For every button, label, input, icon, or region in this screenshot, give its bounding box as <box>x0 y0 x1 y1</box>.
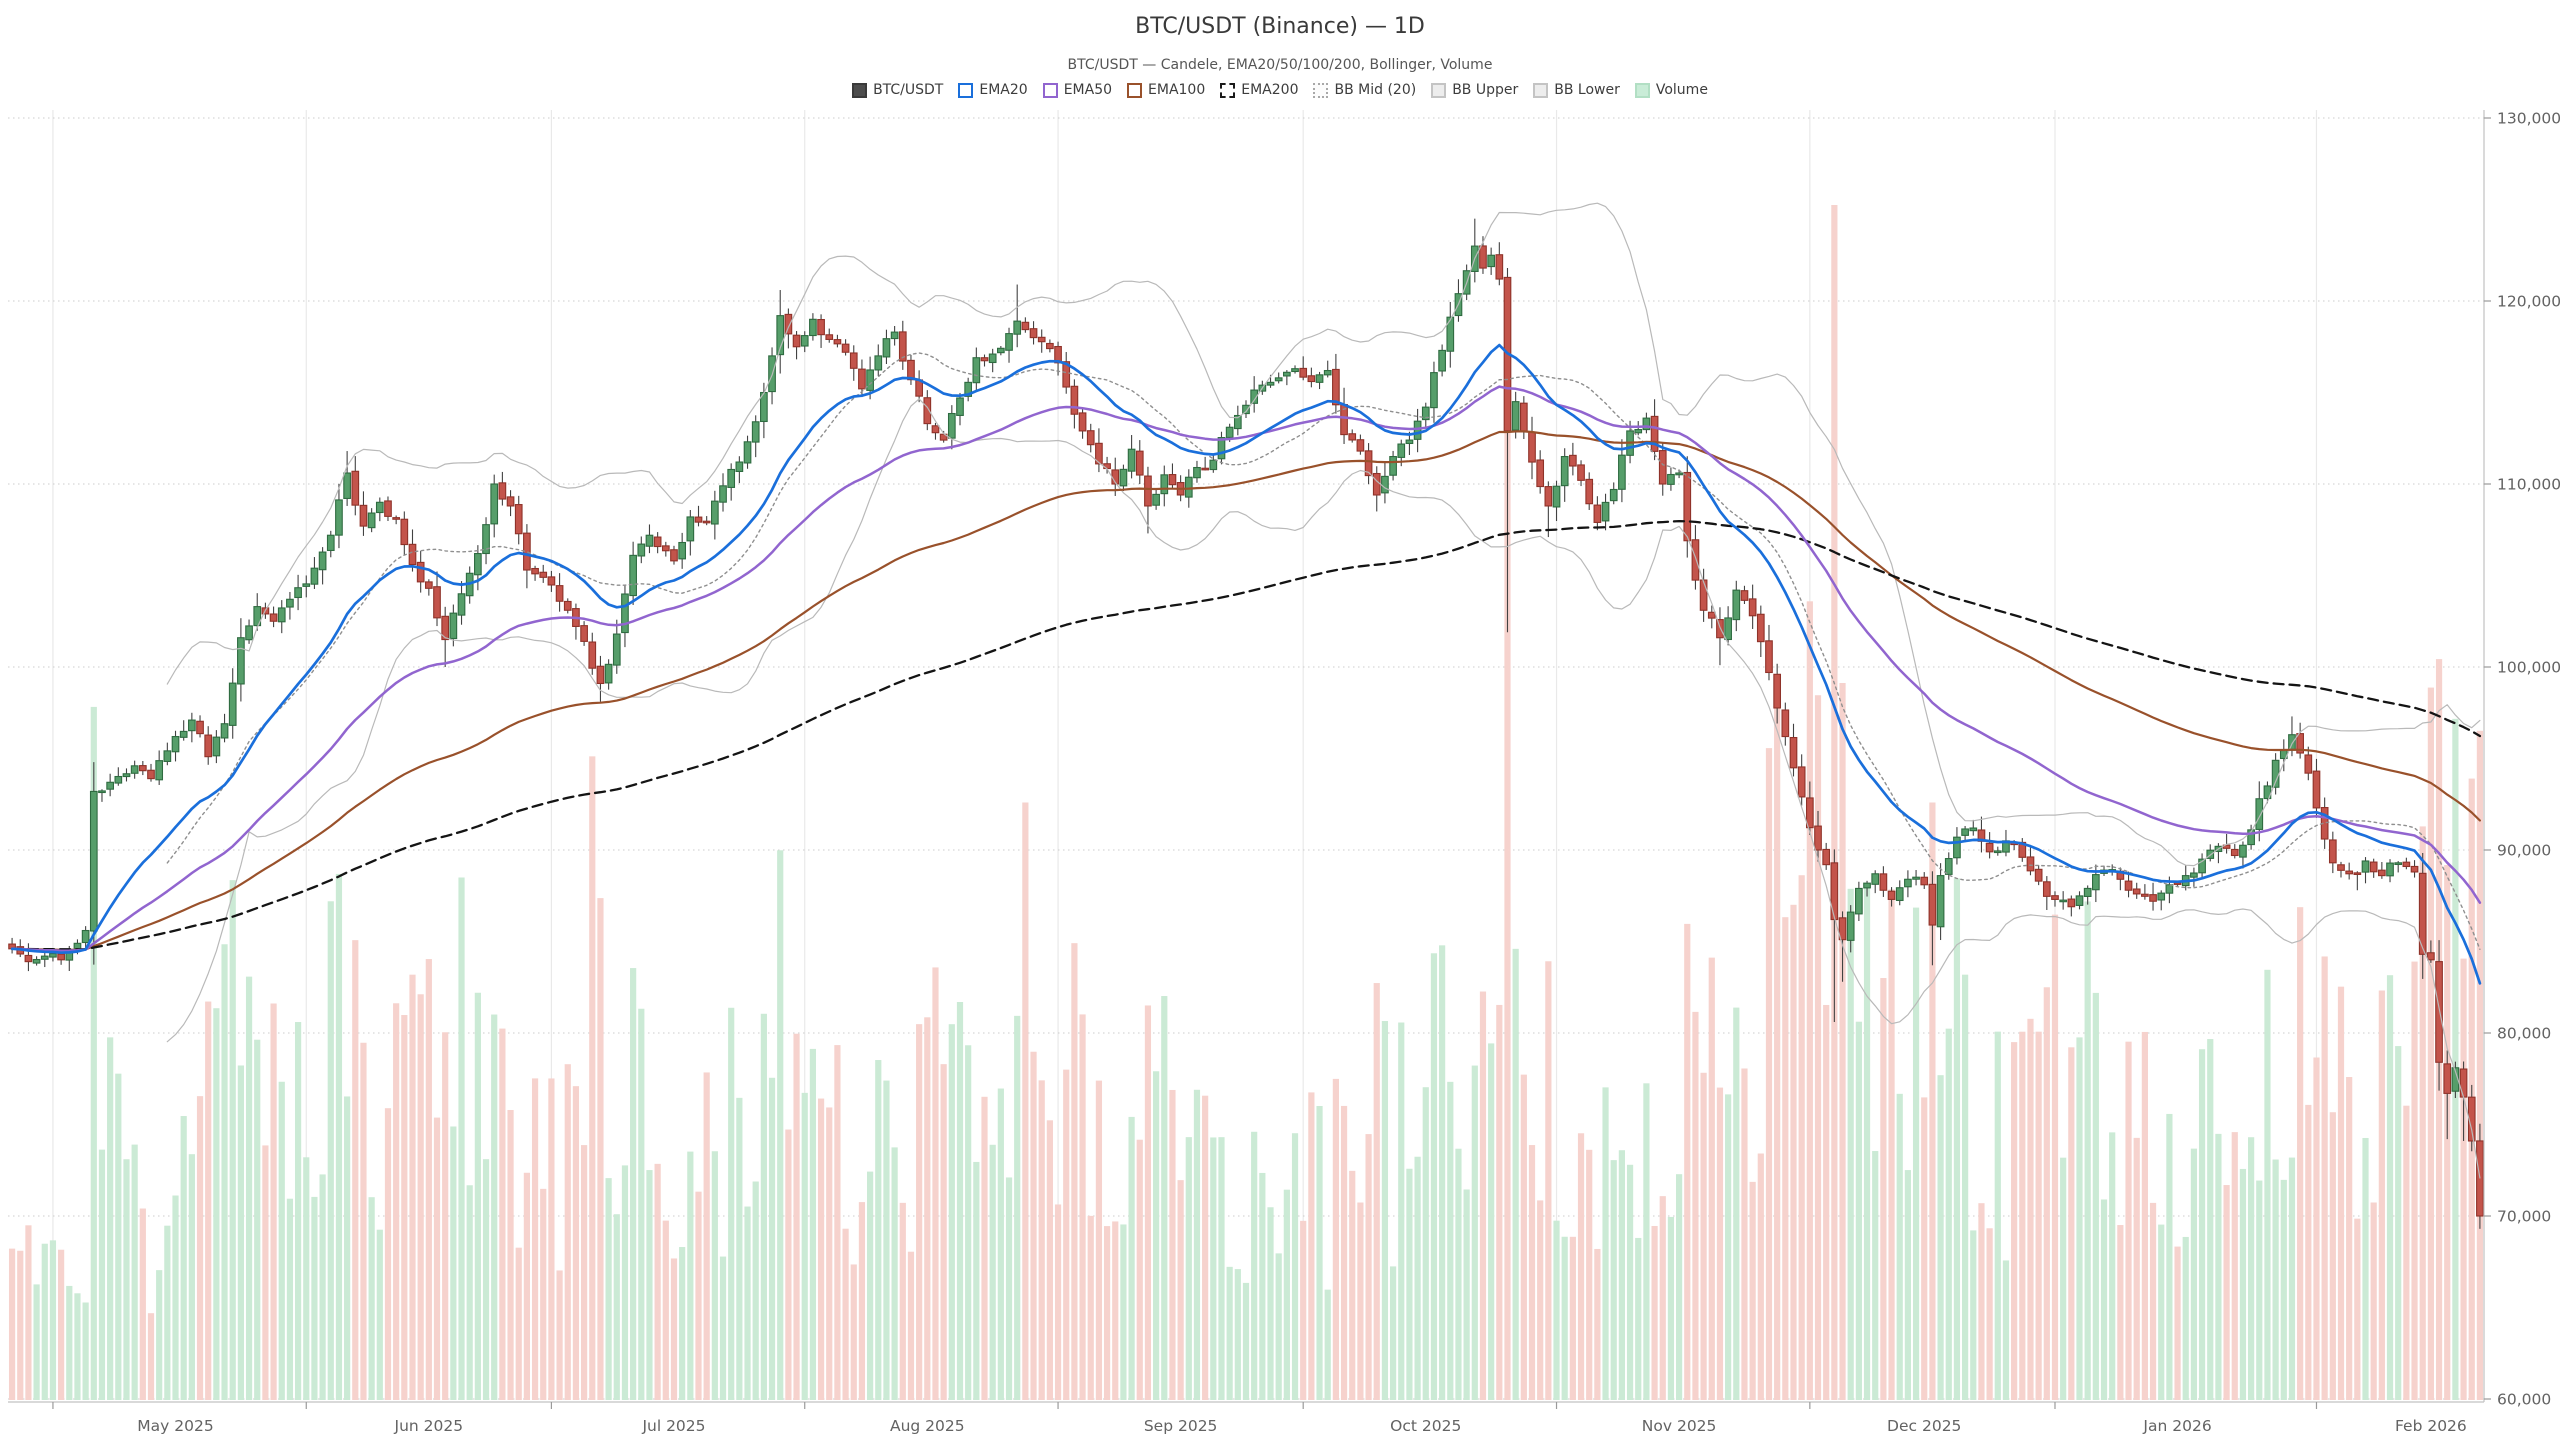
legend-label: EMA100 <box>1148 82 1206 98</box>
x-axis-tick-label: Dec 2025 <box>1887 1417 1961 1435</box>
x-axis-tick-label: Jan 2026 <box>2142 1417 2211 1435</box>
legend-item: BB Lower <box>1533 82 1620 98</box>
legend-swatch <box>1042 82 1058 98</box>
legend-label: Volume <box>1655 82 1708 98</box>
candle-bodies-layer <box>8 245 2484 1217</box>
legend-item: EMA100 <box>1127 82 1205 98</box>
x-axis-tick-label: Oct 2025 <box>1390 1417 1461 1435</box>
bb-upper-line <box>166 202 2481 867</box>
y-axis-tick-label: 70,000 <box>2497 1208 2551 1226</box>
legend-swatch <box>1127 82 1143 98</box>
legend-swatch <box>852 82 868 98</box>
legend-label: BTC/USDT <box>873 82 944 98</box>
legend-item: EMA50 <box>1042 82 1113 98</box>
legend-label: BB Mid (20) <box>1334 82 1417 98</box>
legend-item: BB Mid (20) <box>1313 82 1416 98</box>
vertical-gridlines <box>52 110 2318 1400</box>
legend-item: BB Upper <box>1431 82 1518 98</box>
ema200-line <box>10 519 2482 951</box>
x-axis-tick-label: Sep 2025 <box>1144 1417 1218 1435</box>
ema50-line <box>10 385 2482 952</box>
volume-bars-layer <box>8 205 2484 1400</box>
y-axis-tick-label: 90,000 <box>2497 842 2551 860</box>
legend-swatch <box>1431 82 1447 98</box>
chart-legend: BTC/USDT EMA20 EMA50 EMA100 EMA200 BB Mid (20… <box>0 82 2560 98</box>
y-axis-tick-label: 120,000 <box>2497 293 2560 311</box>
y-axis-tick-label: 130,000 <box>2497 110 2560 128</box>
legend-item: EMA200 <box>1220 82 1298 98</box>
legend-swatch <box>1533 82 1549 98</box>
ema20-line <box>10 343 2482 985</box>
y-axis-tick-label: 60,000 <box>2497 1391 2551 1409</box>
bb-lower-line <box>166 398 2481 1179</box>
x-axis-tick-label: Aug 2025 <box>890 1417 965 1435</box>
chart-subtitle: BTC/USDT — Candele, EMA20/50/100/200, Bo… <box>1067 57 1493 73</box>
x-axis-tick-label: May 2025 <box>137 1417 213 1435</box>
legend-swatch <box>1220 82 1236 98</box>
legend-label: EMA200 <box>1241 82 1299 98</box>
legend-swatch <box>1313 82 1329 98</box>
legend-label: BB Upper <box>1452 82 1519 98</box>
legend-swatch <box>958 82 974 98</box>
y-axis-tick-label: 100,000 <box>2497 659 2560 677</box>
x-axis-tick-label: Nov 2025 <box>1642 1417 1717 1435</box>
legend-label: BB Lower <box>1554 82 1620 98</box>
chart-title: BTC/USDT (Binance) — 1D <box>1135 14 1425 39</box>
legend-item: BTC/USDT <box>852 82 943 98</box>
legend-label: EMA50 <box>1063 82 1113 98</box>
y-axis-tick-label: 80,000 <box>2497 1025 2551 1043</box>
legend-label: EMA20 <box>979 82 1028 98</box>
axes: 130,000 120,000 110,000 100,000 90,000 80,000… <box>8 110 2560 1435</box>
legend-item: Volume <box>1634 82 1708 98</box>
legend-swatch <box>1634 82 1650 98</box>
candle-wicks-layer <box>11 218 2481 1229</box>
y-axis-tick-label: 110,000 <box>2497 476 2560 494</box>
x-axis-tick-label: Jul 2025 <box>641 1417 705 1435</box>
x-axis-tick-label: Jun 2025 <box>394 1417 464 1435</box>
ema100-line <box>11 430 2481 951</box>
legend-item: EMA20 <box>958 82 1028 98</box>
x-axis-tick-label: Feb 2026 <box>2395 1417 2467 1435</box>
